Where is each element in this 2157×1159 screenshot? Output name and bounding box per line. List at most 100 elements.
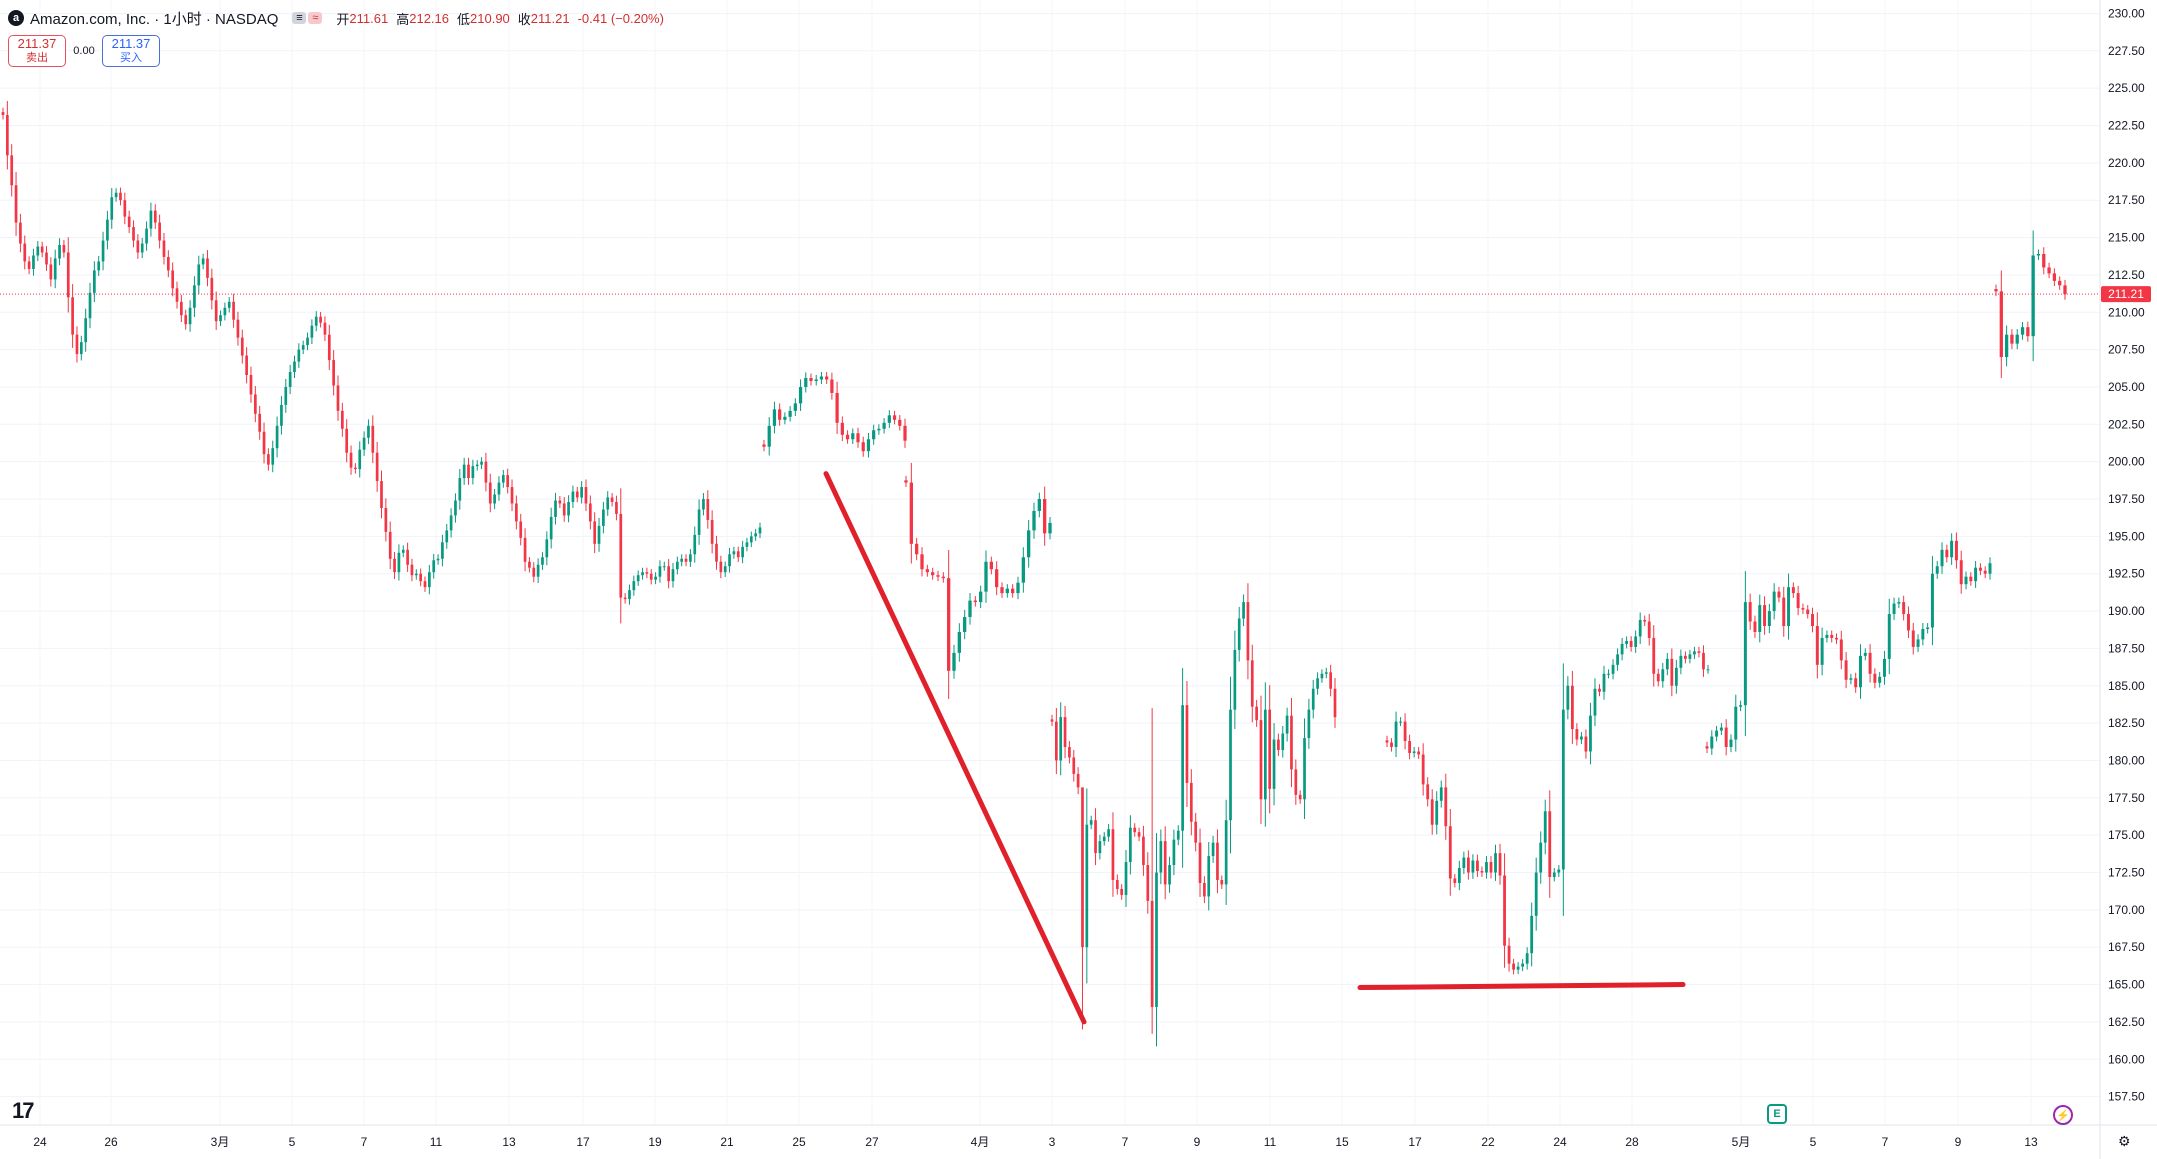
candle-body [628,590,631,600]
candle-body [2026,327,2030,337]
trend-line[interactable] [823,471,1087,1025]
candle-body [887,415,891,423]
spread-value: 0.00 [73,45,95,57]
candle-body [2052,273,2057,281]
candle-body [1525,953,1529,964]
candle-body [106,219,109,241]
candle-body [1988,563,1992,574]
candle-body [1873,673,1877,683]
time-tick-label: 7 [361,1135,368,1149]
time-tick-label: 5月 [1732,1135,1751,1149]
candle-body [462,464,466,479]
candle-body [1782,597,1786,626]
candle-body [423,581,427,588]
candle-body [1598,688,1601,692]
candle-body [1268,709,1272,789]
price-tick-label: 177.50 [2108,791,2145,805]
candle-body [1566,685,1570,710]
candle-body [262,431,266,455]
candle-body [75,334,79,355]
tradingview-logo-icon[interactable]: 17 [12,1098,35,1123]
bolt-icon[interactable]: ⚡ [2053,1105,2073,1125]
candle-body [310,325,314,338]
symbol-title[interactable]: Amazon.com, Inc. · 1小时 · NASDAQ [30,10,279,28]
time-tick-label: 19 [648,1135,662,1149]
candle-body [1643,620,1647,622]
candle-body [1911,630,1915,647]
candle-body [915,543,919,555]
candle-body [2063,285,2067,295]
time-tick-label: 22 [1481,1135,1495,1149]
candle-body [232,301,235,320]
candle-body [32,255,35,269]
candle-body [947,578,951,671]
candle-body [1503,875,1506,946]
candle-body [354,467,357,470]
candle-body [223,307,227,316]
candle-body [593,521,597,544]
time-tick-label: 4月 [971,1135,990,1149]
candle-body [904,480,908,483]
candle-body [458,478,462,501]
candle-body [380,481,383,508]
time-tick-label: 9 [1194,1135,1201,1149]
candle-body [925,569,929,573]
candle-body [1693,651,1696,655]
candle-body [835,392,839,423]
open-label: 开 [336,11,350,27]
candle-body [715,543,718,562]
candle-body [519,521,523,538]
price-tick-label: 212.50 [2108,268,2145,282]
candle-body [206,258,209,278]
candle-body [1724,727,1728,748]
candle-body [1063,717,1067,748]
price-tick-label: 187.50 [2108,641,2145,655]
hamburger-icon[interactable]: ≡ [292,12,307,24]
candle-body [388,531,392,559]
candle-body [1255,706,1258,721]
candle-body [1102,836,1106,842]
wave-icon[interactable]: ≈ [308,12,323,24]
candle-body [1216,842,1219,880]
sell-button[interactable]: 211.37 卖出 [8,35,66,67]
price-tick-label: 180.00 [2108,753,2145,767]
chart-drawings[interactable] [823,471,1686,1025]
candle-body [1926,627,1930,629]
candle-body [1921,628,1925,640]
candle-body [671,569,675,582]
candle-body [197,264,201,286]
buy-label: 买入 [120,52,142,64]
candle-body [1480,871,1484,873]
candle-body [184,315,188,325]
candle-body [1620,643,1624,655]
buy-button[interactable]: 211.37 买入 [102,35,160,67]
candle-body [1629,640,1633,647]
time-axis[interactable]: 24 26 3月 5 7 11 13 17 19 21 25 27 4月 3 7 9 11 15 17 22 24 28 5… [0,1124,2157,1149]
price-tick-label: 167.50 [2108,940,2145,954]
price-axis[interactable]: 230.00 227.50 225.00 222.50 220.00 217.50 215.… [2099,0,2145,1159]
settings-icon[interactable]: ⚙ [2118,1133,2131,1149]
earnings-icon[interactable]: E [1767,1104,1787,1124]
candle-body [2004,334,2009,358]
candle-body [984,561,988,592]
time-tick-label: 7 [1882,1135,1889,1149]
candle-body [10,155,14,186]
price-tick-label: 160.00 [2108,1052,2145,1066]
candle-body [1739,705,1743,707]
candle-body [528,561,531,568]
candle-body [772,409,777,426]
support-line[interactable] [1357,982,1686,991]
candle-body [814,379,818,381]
candle-body [71,297,74,335]
indicator-toggle[interactable]: ≡ ≈ [292,12,324,24]
candle-body [40,246,44,253]
candle-body [1037,499,1041,511]
price-tick-label: 225.00 [2108,81,2145,95]
candle-body [1385,740,1389,743]
candle-body [1390,742,1393,748]
candle-body [1935,566,1939,574]
candle-body [636,575,640,582]
candle-body [1839,639,1843,661]
price-tick-label: 175.00 [2108,828,2145,842]
